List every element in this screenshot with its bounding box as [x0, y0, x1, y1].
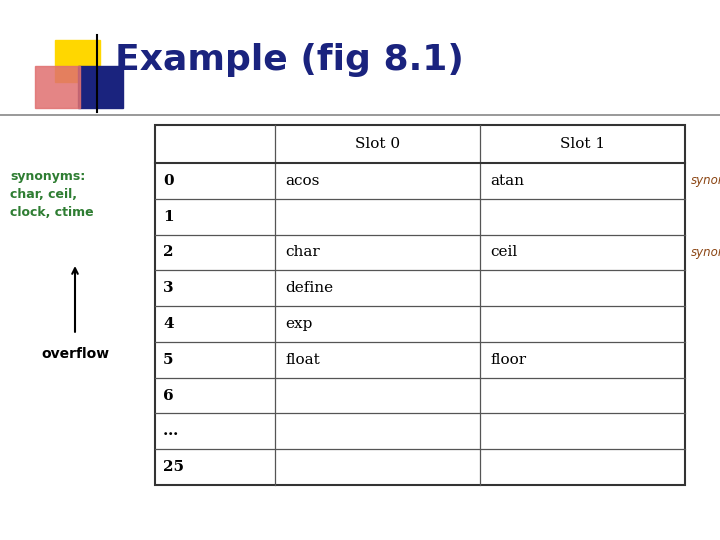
Text: floor: floor [490, 353, 526, 367]
Text: define: define [285, 281, 333, 295]
Text: synonyms: synonyms [691, 174, 720, 187]
Text: 1: 1 [163, 210, 174, 224]
Text: acos: acos [285, 174, 320, 188]
Text: Slot 0: Slot 0 [355, 137, 400, 151]
Bar [55, 40, 100, 82]
Text: atan: atan [490, 174, 524, 188]
Text: float: float [285, 353, 320, 367]
Text: overflow: overflow [41, 347, 109, 361]
Bar [78, 66, 123, 108]
Text: 2: 2 [163, 246, 174, 259]
Bar [155, 125, 685, 485]
Text: 0: 0 [163, 174, 174, 188]
Text: exp: exp [285, 317, 312, 331]
Text: 3: 3 [163, 281, 174, 295]
Text: 6: 6 [163, 389, 174, 402]
Text: Example (fig 8.1): Example (fig 8.1) [115, 43, 464, 77]
Text: clock, ctime: clock, ctime [10, 206, 94, 219]
Text: …: … [163, 424, 179, 438]
Text: char, ceil,: char, ceil, [10, 188, 77, 201]
Bar [35, 66, 80, 108]
Text: ceil: ceil [490, 246, 517, 259]
Text: synonyms:: synonyms: [10, 170, 85, 183]
Text: synonyms: synonyms [691, 246, 720, 259]
Text: 5: 5 [163, 353, 174, 367]
Text: Slot 1: Slot 1 [560, 137, 605, 151]
Text: 4: 4 [163, 317, 174, 331]
Text: char: char [285, 246, 320, 259]
Text: 25: 25 [163, 460, 184, 474]
